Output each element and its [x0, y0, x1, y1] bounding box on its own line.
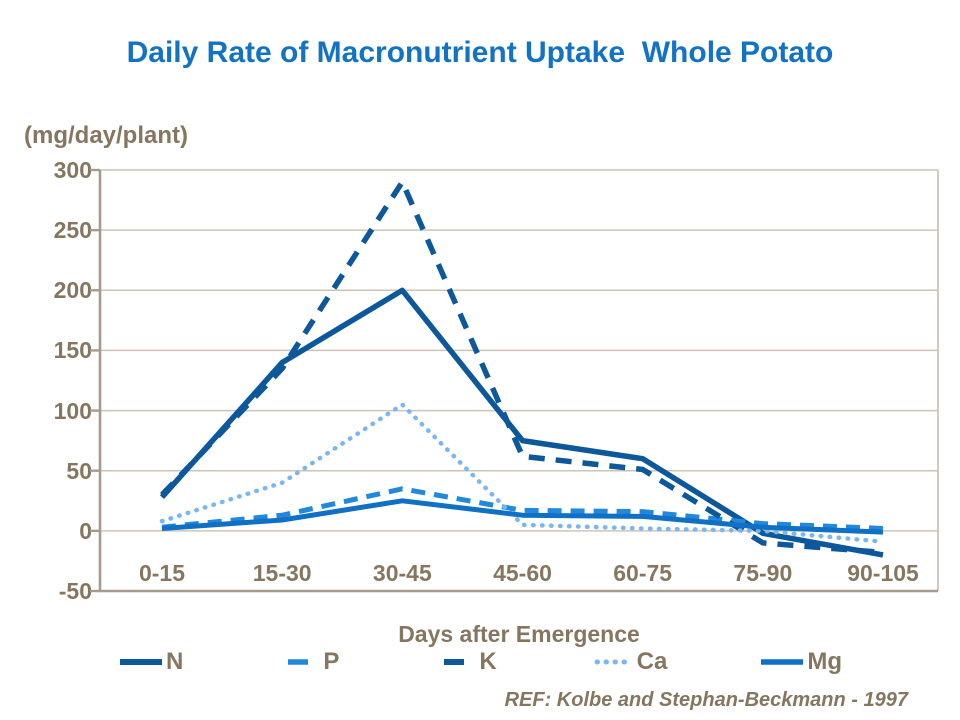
- legend-marker-P: [288, 659, 309, 665]
- chart-title: Daily Rate of Macronutrient Uptake Whole…: [126, 36, 834, 69]
- y-tick-label-250: 250: [53, 217, 92, 244]
- x-tick-label-90-105: 90-105: [847, 560, 919, 586]
- reference-citation: REF: Kolbe and Stephan-Beckmann - 1997: [504, 689, 908, 711]
- y-tick-label-300: 300: [53, 157, 92, 183]
- legend-label-N: N: [165, 648, 184, 675]
- legend-marker-Mg: [761, 659, 804, 665]
- legend-item-P: P: [275, 648, 339, 676]
- series-line-N: [159, 287, 884, 558]
- legend-label-Mg: Mg: [807, 648, 843, 675]
- chart-legend: N P K Ca Mg: [0, 648, 960, 676]
- y-tick-label-50: 50: [66, 457, 92, 484]
- x-tick-label-45-60: 45-60: [493, 560, 552, 586]
- x-tick-label-15-30: 15-30: [252, 560, 312, 586]
- legend-item-N: N: [118, 648, 183, 676]
- y-tick-label-200: 200: [53, 277, 92, 304]
- legend-item-Ca: Ca: [589, 648, 668, 676]
- x-axis-title: Days after Emergence: [398, 621, 640, 647]
- x-tick-label-75-90: 75-90: [733, 560, 793, 586]
- legend-item-K: K: [431, 648, 497, 676]
- x-tick-label-30-45: 30-45: [372, 560, 432, 586]
- y-tick-label--50: -50: [58, 578, 92, 604]
- legend-label-Ca: Ca: [636, 648, 668, 675]
- y-axis-unit-label: (mg/day/plant): [24, 122, 189, 149]
- x-tick-label-60-75: 60-75: [613, 560, 673, 586]
- legend-marker-Ca: [594, 659, 632, 665]
- legend-marker-N: [119, 659, 162, 665]
- series-line-Ca: [159, 402, 886, 544]
- y-axis-tick-labels: 300 250 200 150 100 50 0 -50: [0, 0, 92, 720]
- y-tick-label-0: 0: [79, 517, 92, 544]
- legend-label-K: K: [479, 648, 497, 675]
- legend-marker-K: [444, 659, 465, 665]
- legend-item-Mg: Mg: [759, 648, 842, 676]
- series-line-P: [161, 486, 884, 531]
- legend-label-P: P: [323, 648, 340, 675]
- y-tick-label-100: 100: [53, 397, 92, 424]
- series-line-Mg: [161, 498, 884, 535]
- x-tick-label-0-15: 0-15: [138, 560, 186, 586]
- plot-area: 0-15 15-30 30-45 45-60 60-75 75-90 90-105: [90, 168, 939, 593]
- line-chart: [90, 168, 939, 593]
- y-tick-label-150: 150: [53, 337, 92, 364]
- series-line-K: [160, 179, 884, 556]
